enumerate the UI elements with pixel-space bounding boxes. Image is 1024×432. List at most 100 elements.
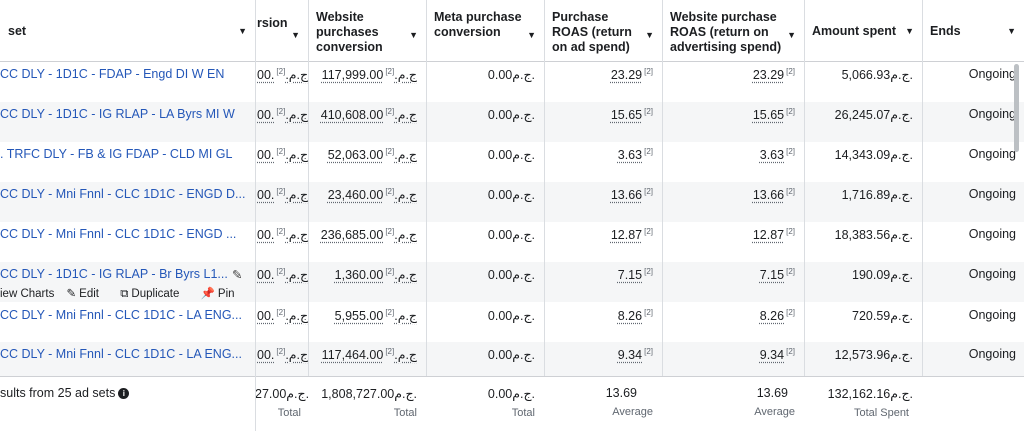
pencil-icon: ✎ [66,288,77,300]
conversion-value: 00.ج.م. [257,68,308,83]
chevron-down-icon[interactable]: ▼ [409,30,418,40]
amount-spent-value: 12,573.96ج.م. [834,348,913,362]
conversion-value: 00.ج.م. [257,348,308,363]
website-roas-average: 13.69 [756,386,788,400]
col-header-amount-spent[interactable]: Amount spent ▼ [812,24,914,38]
conversion-value: 00.ج.م. [257,228,308,243]
column-divider [662,0,663,376]
purchase-roas-value: 8.26 [617,309,643,324]
chevron-down-icon[interactable]: ▼ [527,30,536,40]
website-roas-value: 7.15 [759,268,785,283]
meta-purchase-value: 0.00ج.م. [487,348,535,362]
website-roas-value: 15.65 [752,108,785,123]
ends-value: Ongoing [968,347,1016,361]
conversion-total: 27.00ج.م. [255,387,310,401]
amount-spent-value: 720.59ج.م. [852,309,913,323]
edit-action[interactable]: ✎ Edit [66,288,99,300]
website-purchases-value: 410,608.00ج.م. [320,108,417,123]
vertical-scrollbar[interactable] [1014,64,1019,152]
ends-value: Ongoing [968,187,1016,201]
conversion-value: 00.ج.م. [257,309,308,324]
website-roas-value: 12.87 [752,228,785,243]
amount-spent-value: 190.09ج.م. [852,268,913,282]
row-hover-actions: iew Charts ✎ Edit ⧉ Duplicate 📌 Pin [0,286,253,301]
table-row[interactable]: . TRFC DLY - FB & IG FDAP - CLD MI GL 00… [0,142,1024,182]
purchase-roas-value: 15.65 [610,108,643,123]
duplicate-icon: ⧉ [120,288,129,300]
conversion-value: 00.ج.م. [257,268,308,283]
website-roas-value: 9.34 [759,348,785,363]
meta-purchase-value: 0.00ج.م. [487,228,535,242]
pencil-icon[interactable]: ✎ [232,268,243,282]
duplicate-action[interactable]: ⧉ Duplicate [120,288,180,300]
col-header-website-purchases[interactable]: Website purchases conversion ▼ [316,10,418,54]
website-roas-value: 3.63 [759,148,785,163]
col-header-meta-purchase[interactable]: Meta purchase conversion ▼ [426,0,544,61]
ad-set-name[interactable]: CC DLY - Mni Fnnl - CLC 1D1C - LA ENG... [0,347,242,361]
column-divider [255,0,256,431]
column-divider [308,0,309,376]
website-roas-value: 23.29 [752,68,785,83]
table-row[interactable]: CC DLY - 1D1C - IG RLAP - LA Byrs MI W 0… [0,102,1024,142]
ends-value: Ongoing [968,227,1016,241]
table-footer-totals: sults from 25 ad sets i 27.00ج.م. Total 1… [0,376,1024,432]
col-header-ad-set[interactable]: set ▼ [8,24,247,38]
table-row[interactable]: CC DLY - Mni Fnnl - CLC 1D1C - LA ENG...… [0,342,1024,376]
amount-spent-value: 18,383.56ج.م. [834,228,913,242]
conversion-value: 00.ج.م. [257,108,308,123]
amount-spent-total: 132,162.16ج.م. [827,387,913,401]
website-purchases-value: 23,460.00ج.م. [327,188,417,203]
purchase-roas-value: 9.34 [617,348,643,363]
ends-value: Ongoing [968,267,1016,281]
amount-spent-value: 26,245.07ج.م. [834,108,913,122]
table-row[interactable]: CC DLY - Mni Fnnl - CLC 1D1C - ENGD ... … [0,222,1024,262]
column-divider [426,0,427,376]
info-icon[interactable]: i [118,388,130,400]
table-row[interactable]: CC DLY - Mni Fnnl - CLC 1D1C - ENGD D...… [0,182,1024,222]
table-row[interactable]: CC DLY - 1D1C - FDAP - Engd DI W EN 00.ج… [0,62,1024,102]
purchase-roas-value: 7.15 [617,268,643,283]
meta-purchase-value: 0.00ج.م. [487,148,535,162]
website-purchases-value: 236,685.00ج.م. [320,228,417,243]
purchase-roas-value: 12.87 [610,228,643,243]
chevron-down-icon[interactable]: ▼ [905,26,914,36]
purchase-roas-value: 3.63 [617,148,643,163]
conversion-value: 00.ج.م. [257,188,308,203]
ad-set-name[interactable]: . TRFC DLY - FB & IG FDAP - CLD MI GL [0,147,233,161]
column-divider [544,0,545,376]
table-header: set ▼ rsion ▼ Website purchases conversi… [0,0,1024,62]
ends-value: Ongoing [968,107,1016,121]
col-header-conversion[interactable]: rsion ▼ [255,0,308,61]
pin-icon: 📌 [200,288,215,300]
ends-value: Ongoing [968,147,1016,161]
chevron-down-icon[interactable]: ▼ [238,26,247,36]
amount-spent-value: 14,343.09ج.م. [834,148,913,162]
table-row[interactable]: CC DLY - Mni Fnnl - CLC 1D1C - LA ENG...… [0,302,1024,342]
meta-purchase-total: 0.00ج.م. [487,387,535,401]
col-header-website-roas[interactable]: Website purchase ROAS (return on adverti… [670,10,796,54]
purchase-roas-value: 23.29 [610,68,643,83]
ad-set-name[interactable]: CC DLY - Mni Fnnl - CLC 1D1C - ENGD D... [0,187,246,201]
chevron-down-icon[interactable]: ▼ [787,30,796,40]
ad-set-name[interactable]: CC DLY - Mni Fnnl - CLC 1D1C - ENGD ... [0,227,237,241]
col-header-ends[interactable]: Ends ▼ [930,24,1016,38]
view-charts-action[interactable]: iew Charts [0,288,55,300]
chevron-down-icon[interactable]: ▼ [645,30,654,40]
column-divider [922,0,923,376]
meta-purchase-value: 0.00ج.م. [487,108,535,122]
chevron-down-icon[interactable]: ▼ [1007,26,1016,36]
ad-set-name[interactable]: CC DLY - 1D1C - IG RLAP - LA Byrs MI W [0,107,235,121]
website-purchases-value: 117,464.00ج.م. [321,348,417,363]
col-header-purchase-roas[interactable]: Purchase ROAS (return on ad spend) ▼ [552,10,654,54]
ad-set-name[interactable]: CC DLY - 1D1C - FDAP - Engd DI W EN [0,67,225,81]
ends-value: Ongoing [968,67,1016,81]
meta-purchase-value: 0.00ج.م. [487,68,535,82]
meta-purchase-value: 0.00ج.م. [487,309,535,323]
ad-set-name[interactable]: CC DLY - 1D1C - IG RLAP - Br Byrs L1... [0,267,228,281]
pin-action[interactable]: 📌 Pin [200,288,235,300]
results-summary: sults from 25 ad sets i [0,377,255,432]
table-row[interactable]: CC DLY - 1D1C - IG RLAP - Br Byrs L1... … [0,262,1024,302]
chevron-down-icon[interactable]: ▼ [291,30,300,40]
ad-set-name[interactable]: CC DLY - Mni Fnnl - CLC 1D1C - LA ENG... [0,308,242,322]
